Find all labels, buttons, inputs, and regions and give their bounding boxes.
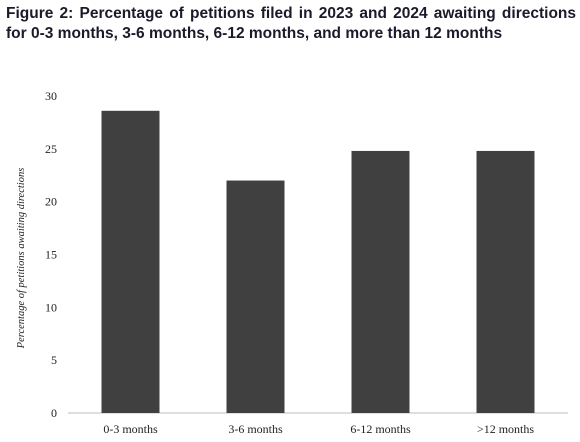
x-tick-label: 3-6 months (228, 422, 283, 436)
bar (351, 150, 410, 414)
chart-title: Figure 2: Percentage of petitions filed … (6, 5, 576, 42)
y-tick-label: 20 (45, 195, 57, 209)
y-tick-label: 10 (45, 300, 57, 314)
x-tick-label: >12 months (477, 422, 534, 436)
bar (226, 180, 285, 413)
x-tick-label: 0-3 months (103, 422, 158, 436)
bars (101, 110, 535, 414)
y-tick-label: 5 (51, 353, 57, 367)
y-tick-label: 25 (45, 142, 57, 156)
x-axis-labels: 0-3 months 3-6 months 6-12 months >12 month… (103, 422, 534, 436)
y-axis-label: Percentage of petitions awaiting directi… (16, 168, 27, 350)
y-tick-label: 0 (51, 406, 57, 420)
y-tick-label: 15 (45, 248, 57, 262)
y-axis-ticks: 0 5 10 15 20 25 30 (45, 89, 57, 420)
bar (476, 150, 535, 414)
bar (101, 110, 160, 413)
x-tick-label: 6-12 months (350, 422, 411, 436)
y-tick-label: 30 (45, 89, 57, 103)
